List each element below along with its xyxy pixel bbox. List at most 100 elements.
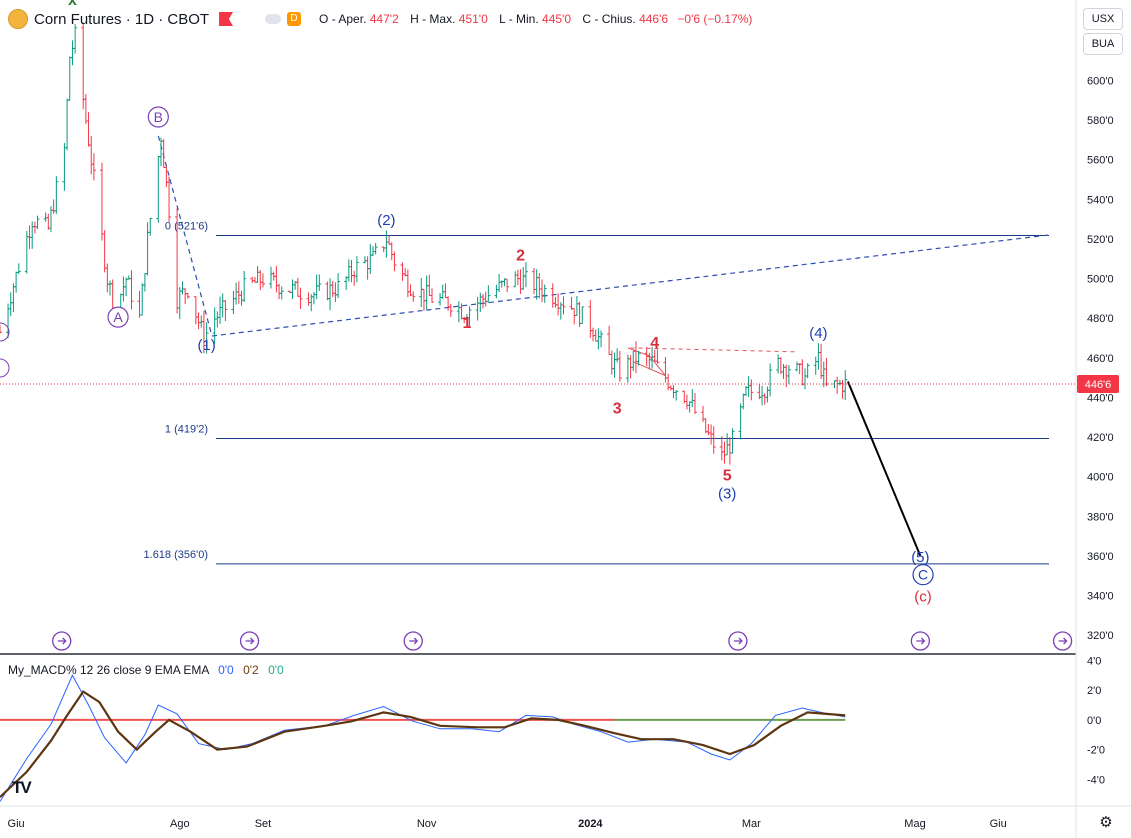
ohlc-bar <box>46 213 51 230</box>
ohlc-bar <box>612 352 617 378</box>
ohlc-bar <box>14 271 19 293</box>
ohlc-bar <box>631 350 636 372</box>
ohlc-low-label: L - Min. <box>499 12 539 26</box>
ohlc-bar <box>819 343 824 379</box>
event-marker-arrow <box>245 637 255 645</box>
ohlc-bar <box>430 288 435 303</box>
ohlc-bar <box>572 308 577 325</box>
wave-label: C <box>918 567 928 583</box>
symbol-title[interactable]: Corn Futures · 1D · CBOT <box>34 10 210 28</box>
chart-header: Corn Futures · 1D · CBOT D O - Aper. 447… <box>8 8 752 30</box>
ohlc-bar <box>421 288 426 311</box>
ohlc-bar <box>30 221 35 249</box>
ohlc-bar <box>540 279 545 303</box>
wave-label-circle <box>147 106 169 128</box>
ohlc-bar <box>684 394 689 410</box>
ohlc-bar <box>781 364 786 380</box>
ohlc-bar <box>574 295 579 317</box>
ohlc-bar <box>158 137 163 167</box>
x-tick-label: Giu <box>990 818 1007 830</box>
ohlc-bar <box>478 292 483 312</box>
ohlc-bar <box>333 282 338 303</box>
wave-label: A <box>113 309 123 325</box>
fib-level-label: 1.618 (356'0) <box>144 549 208 561</box>
ohlc-bar <box>569 296 574 310</box>
trend-line <box>846 381 922 557</box>
ohlc-bar <box>317 274 322 291</box>
ohlc-bar <box>62 142 67 191</box>
ohlc-bar <box>561 296 566 315</box>
ohlc-bar <box>43 212 48 222</box>
ohlc-close-label: C - Chius. <box>582 12 636 26</box>
ohlc-bar <box>86 112 91 147</box>
ohlc-bar <box>277 283 282 300</box>
ohlc-bar <box>456 301 461 323</box>
unit-button[interactable]: BUA <box>1083 33 1123 55</box>
d-badge[interactable]: D <box>287 12 302 26</box>
ohlc-bar <box>607 325 612 356</box>
trend-line <box>157 135 213 337</box>
ohlc-bar <box>840 379 845 399</box>
ohlc-bar <box>16 263 21 275</box>
macd-value-1: 0'0 <box>218 663 234 677</box>
ohlc-bar <box>73 23 78 54</box>
ohlc-bar <box>368 244 373 275</box>
ohlc-bar <box>671 385 676 399</box>
ohlc-bar <box>325 281 330 301</box>
settings-gear-icon[interactable]: ⚙ <box>1099 814 1113 831</box>
currency-button[interactable]: USX <box>1083 8 1123 30</box>
y-tick-label: 420'0 <box>1087 432 1114 444</box>
ohlc-bar <box>148 217 153 236</box>
tradingview-logo[interactable]: TV <box>12 778 32 797</box>
y-tick-label: 580'0 <box>1087 115 1114 127</box>
event-marker-arrow <box>733 637 743 645</box>
ohlc-bar <box>124 277 129 297</box>
wave-label: 1 <box>462 315 471 332</box>
ohlc-bar <box>711 426 716 454</box>
trend-line <box>630 347 797 353</box>
ohlc-bar <box>794 361 799 372</box>
flag-icon[interactable] <box>219 12 234 26</box>
ohlc-bar <box>183 288 188 305</box>
ohlc-bar <box>534 269 539 300</box>
ohlc-bar <box>274 265 279 293</box>
y-tick-label: 440'0 <box>1087 392 1114 404</box>
wave-label: (c) <box>914 588 932 605</box>
ohlc-bar <box>306 292 311 306</box>
ohlc-bar <box>32 221 37 234</box>
ohlc-bar <box>446 296 451 311</box>
ohlc-bar <box>703 418 708 434</box>
ohlc-bar <box>593 329 598 342</box>
ohlc-bar <box>405 269 410 298</box>
ohlc-bar <box>167 176 172 222</box>
price-bars <box>0 22 848 465</box>
ohlc-bar <box>330 280 335 298</box>
x-tick-label: Set <box>255 818 272 830</box>
ohlc-bar <box>51 199 56 214</box>
last-price-tag <box>1077 375 1119 394</box>
ohlc-bar <box>591 327 596 342</box>
eye-toggle-icon[interactable] <box>265 14 282 24</box>
ohlc-bar <box>633 341 638 374</box>
macd-signal-line <box>0 690 846 798</box>
wave-label: 2 <box>516 248 525 265</box>
ohlc-bar <box>497 273 502 293</box>
event-marker-arrow <box>409 637 419 645</box>
ohlc-bar <box>599 330 604 348</box>
ohlc-bar <box>11 283 16 313</box>
ohlc-bar <box>164 166 169 188</box>
macd-y-tick-label: 4'0 <box>1087 655 1101 667</box>
ohlc-bar <box>617 350 622 382</box>
ohlc-bar <box>738 403 743 440</box>
ohlc-bar <box>701 405 706 422</box>
ohlc-bar <box>234 282 239 305</box>
ohlc-bar <box>765 386 770 403</box>
ohlc-bar <box>215 311 220 328</box>
macd-label[interactable]: My_MACD% 12 26 close 9 EMA EMA <box>8 663 209 677</box>
ohlc-bar <box>70 40 75 66</box>
ohlc-bar <box>328 278 333 311</box>
ohlc-bar <box>537 273 542 299</box>
trend-line <box>211 234 1050 337</box>
